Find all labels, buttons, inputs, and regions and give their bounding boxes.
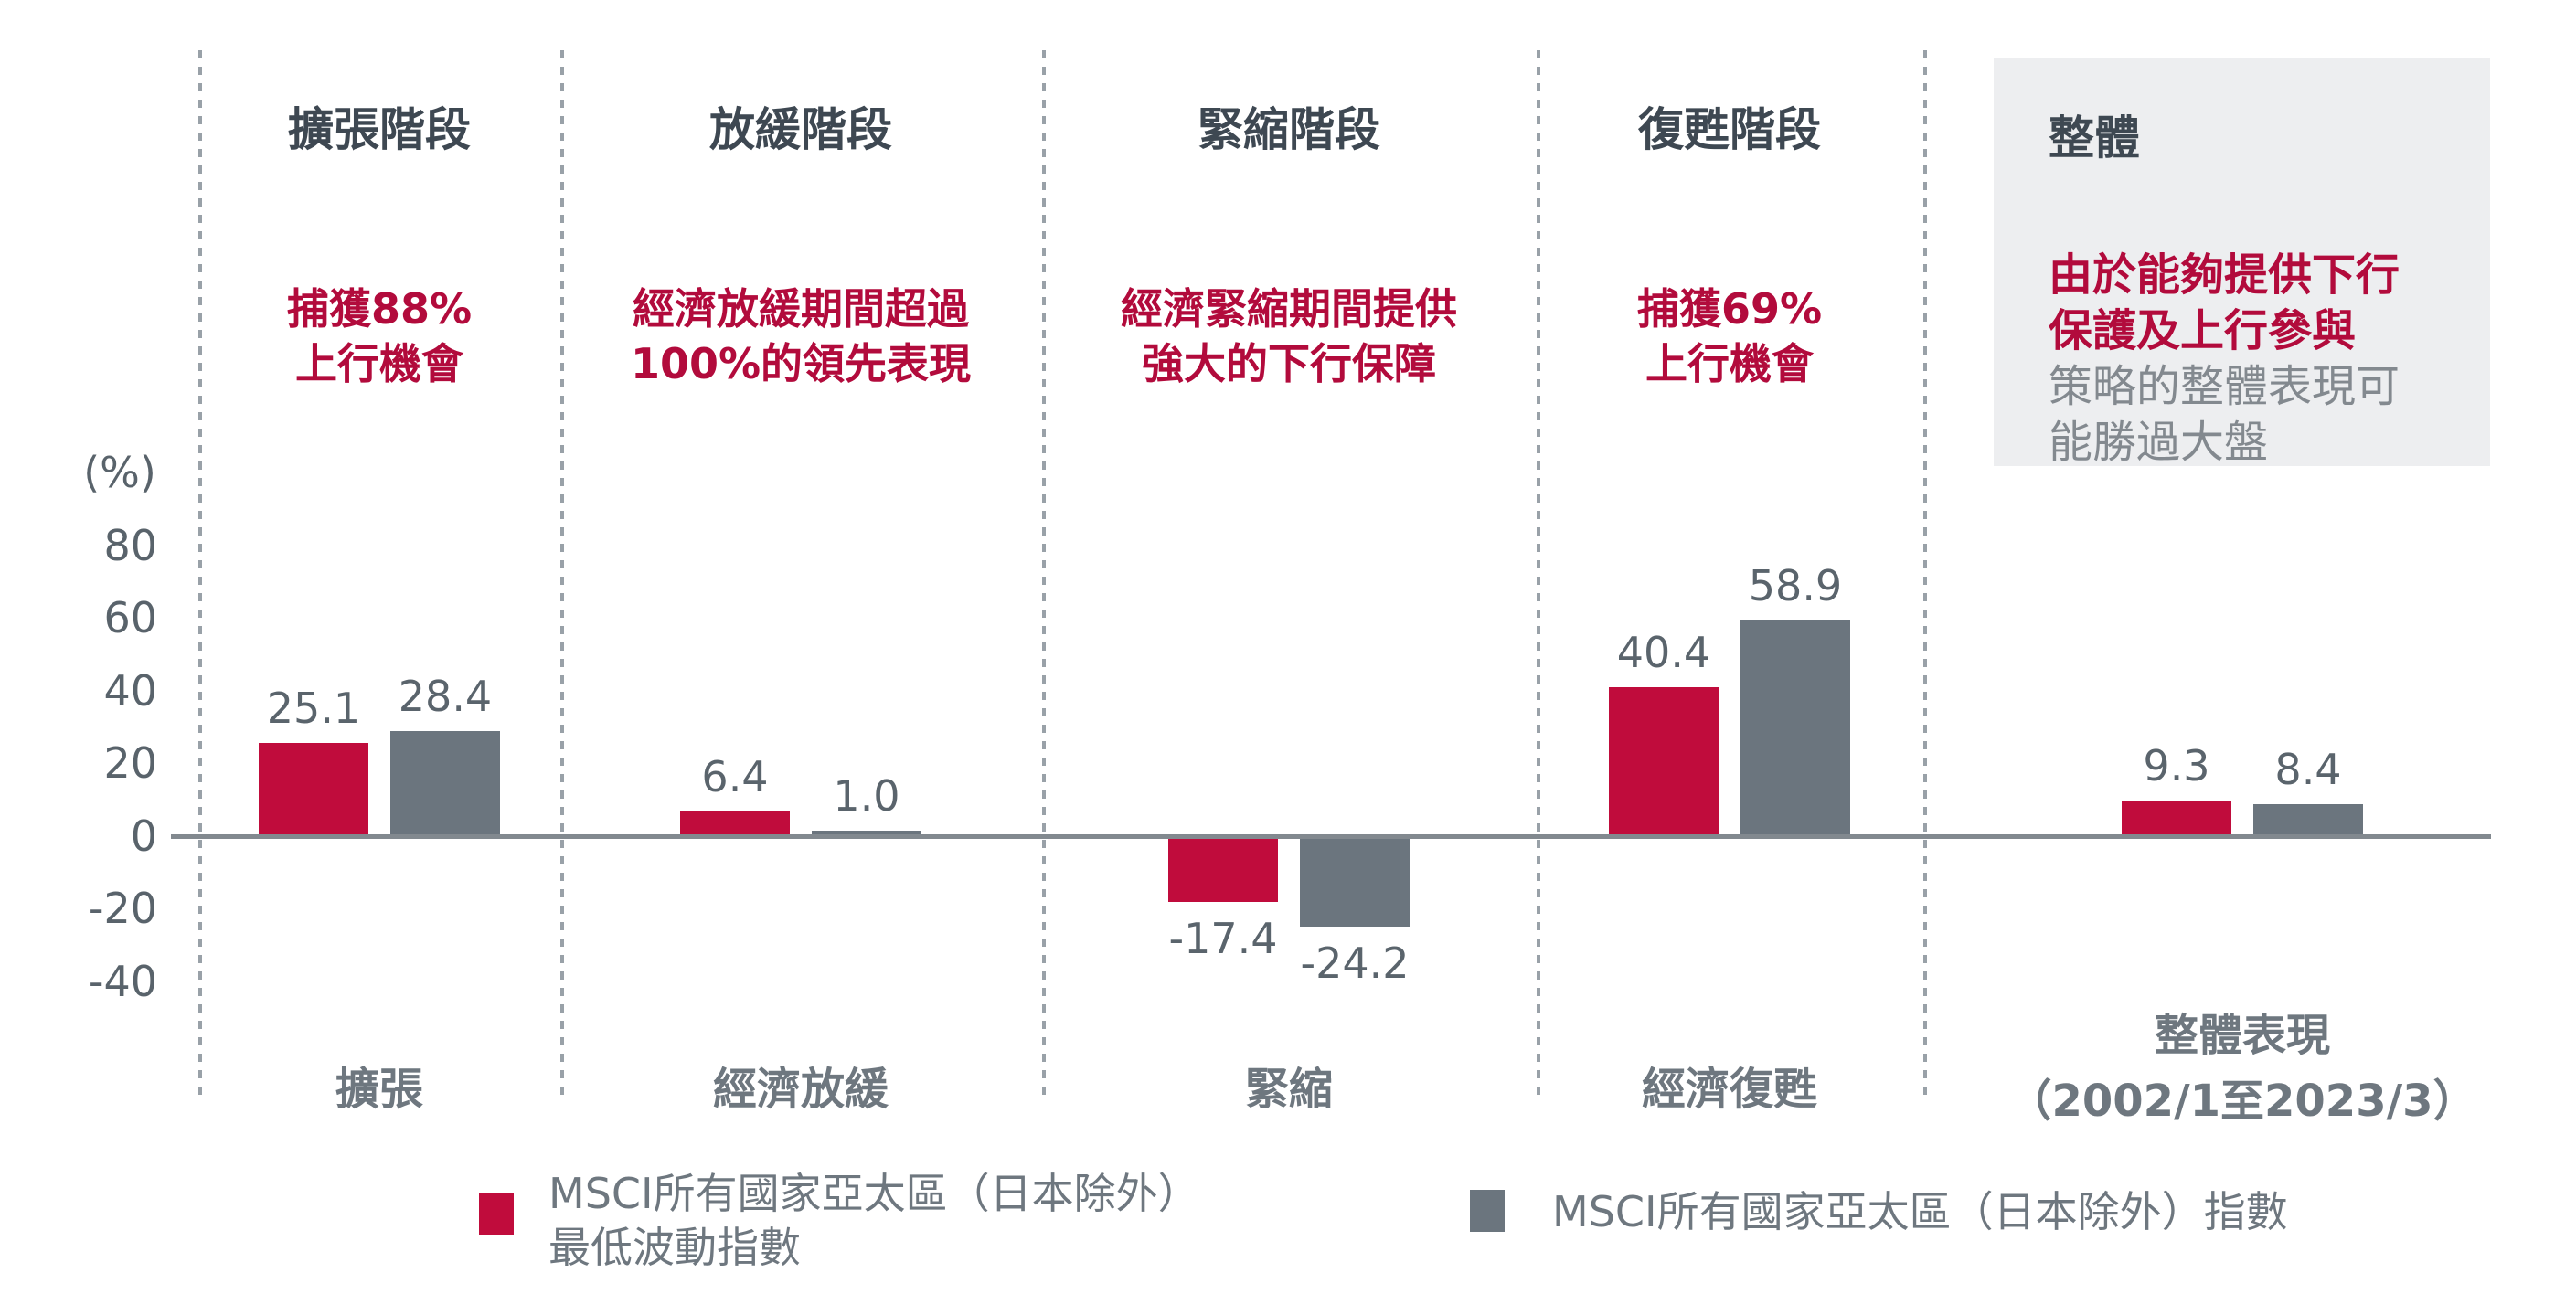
y-tick-n40: -40 <box>88 957 157 1006</box>
bar-value-label: 8.4 <box>2274 745 2342 794</box>
y-tick-40: 40 <box>103 666 157 716</box>
phase-title-expansion: 擴張階段 <box>288 103 471 156</box>
bar-value-label: 9.3 <box>2143 741 2210 790</box>
bar-minvol-3 <box>1609 687 1719 834</box>
x-axis-line <box>171 834 2491 839</box>
bar-benchmark-4 <box>2253 804 2363 834</box>
bar-value-label: -17.4 <box>1168 914 1278 963</box>
bar-minvol-4 <box>2122 801 2231 834</box>
bar-minvol-2 <box>1168 839 1278 902</box>
bar-value-label: 6.4 <box>701 752 769 801</box>
x-label-overall: 整體表現 （2002/1至2023/3） <box>2007 1010 2477 1127</box>
phase-title-slowdown: 放緩階段 <box>709 103 892 156</box>
section-divider-5 <box>1923 50 1927 1101</box>
x-label-slowdown: 經濟放緩 <box>712 1064 889 1115</box>
bar-value-label: 58.9 <box>1748 561 1843 610</box>
bar-value-label: -24.2 <box>1300 939 1410 988</box>
bar-minvol-0 <box>259 743 368 834</box>
bar-benchmark-0 <box>390 731 500 834</box>
y-tick-80: 80 <box>103 521 157 570</box>
annotation-expansion: 捕獲88% 上行機會 <box>286 284 473 388</box>
x-label-recovery: 經濟復甦 <box>1641 1064 1817 1115</box>
bar-minvol-1 <box>680 811 790 834</box>
y-tick-60: 60 <box>103 593 157 642</box>
bar-value-label: 28.4 <box>398 672 493 721</box>
legend-label-benchmark-index: MSCI所有國家亞太區（日本除外）指數 <box>1552 1187 2288 1236</box>
annotation-slowdown: 經濟放緩期間超過 100%的領先表現 <box>630 284 972 388</box>
y-tick-20: 20 <box>103 738 157 788</box>
y-tick-n20: -20 <box>88 884 157 933</box>
x-label-expansion: 擴張 <box>335 1064 423 1115</box>
legend-swatch-benchmark-index <box>1470 1190 1505 1232</box>
bar-benchmark-3 <box>1740 620 1850 834</box>
y-tick-0: 0 <box>130 811 157 861</box>
bar-benchmark-2 <box>1300 839 1410 927</box>
bar-value-label: 1.0 <box>833 771 900 821</box>
legend-label-minvol-index: MSCI所有國家亞太區（日本除外） 最低波動指數 <box>548 1169 1200 1272</box>
y-axis-unit-label: (%) <box>83 448 156 497</box>
overall-title: 整體 <box>2049 111 2140 164</box>
bar-benchmark-1 <box>812 831 921 834</box>
legend-swatch-minvol-index <box>479 1193 514 1235</box>
section-divider-4 <box>1537 50 1540 1101</box>
x-label-contraction: 緊縮 <box>1244 1064 1333 1115</box>
annotation-recovery: 捕獲69% 上行機會 <box>1636 284 1823 388</box>
phase-title-recovery: 復甦階段 <box>1638 103 1821 156</box>
section-divider-3 <box>1042 50 1046 1101</box>
overall-summary-box: 整體 由於能夠提供下行 保護及上行參與 策略的整體表現可 能勝過大盤 <box>1994 58 2490 468</box>
overall-highlight-text: 由於能夠提供下行 保護及上行參與 <box>2049 249 2400 356</box>
bar-value-label: 40.4 <box>1616 628 1711 677</box>
section-divider-2 <box>560 50 564 1101</box>
overall-body-text: 策略的整體表現可 能勝過大盤 <box>2049 361 2400 468</box>
section-divider-1 <box>198 50 202 1101</box>
phase-title-contraction: 緊縮階段 <box>1198 103 1380 156</box>
bar-value-label: 25.1 <box>266 684 361 733</box>
annotation-contraction: 經濟緊縮期間提供 強大的下行保障 <box>1121 284 1457 388</box>
